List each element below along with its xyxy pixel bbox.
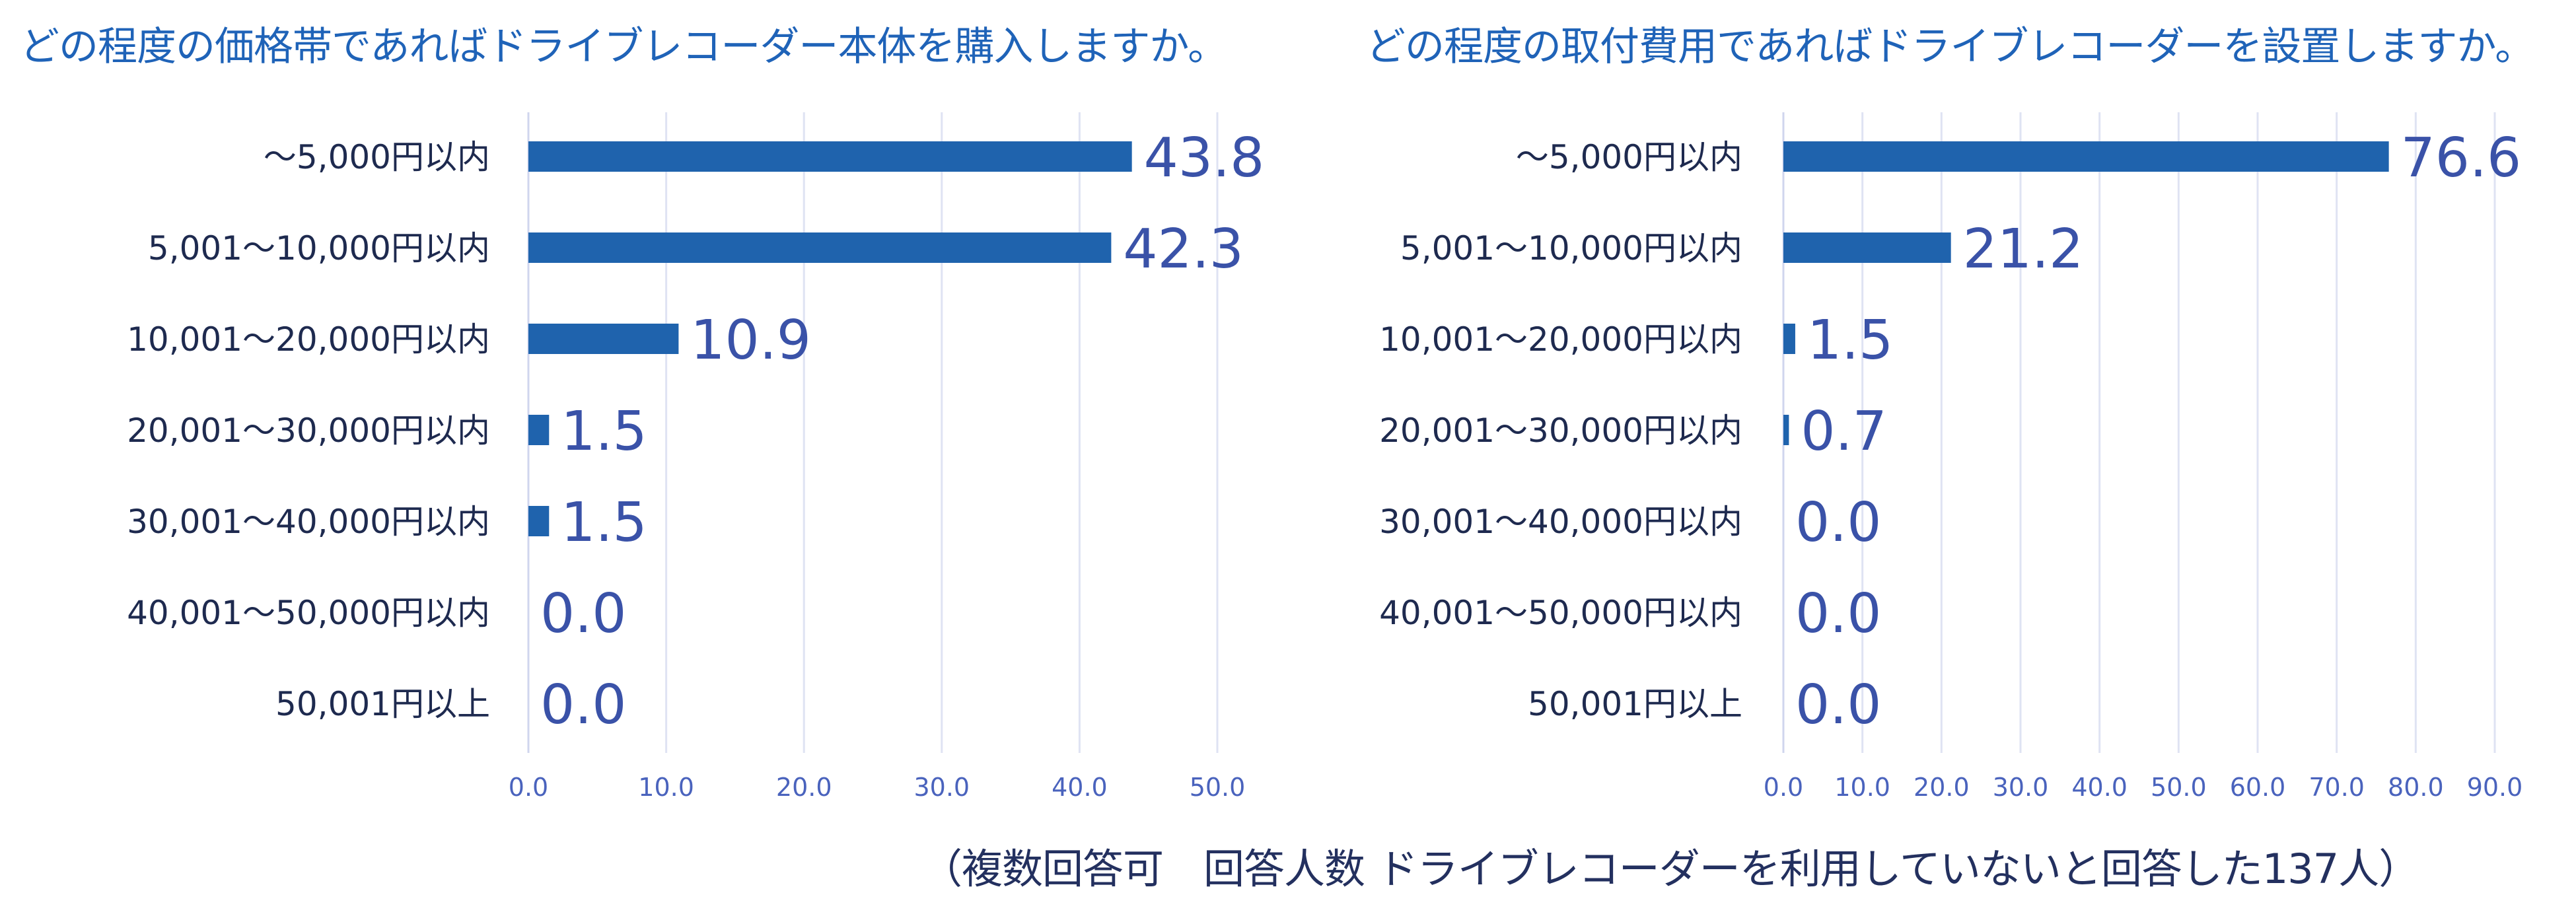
category-label: 30,001～40,000円以内 [127, 503, 490, 541]
x-tick-label: 20.0 [776, 773, 832, 802]
value-label: 0.0 [540, 674, 626, 736]
x-tick-label: 80.0 [2388, 773, 2444, 802]
bar [528, 506, 550, 536]
x-tick-label: 20.0 [1914, 773, 1970, 802]
x-tick-label: 50.0 [2151, 773, 2207, 802]
value-label: 0.0 [1795, 583, 1881, 645]
x-tick-label: 30.0 [1993, 773, 2049, 802]
chart-title-right: どの程度の取付費用であればドライブレコーダーを設置しますか。 [1366, 24, 2534, 70]
category-label: 10,001～20,000円以内 [1379, 320, 1742, 359]
x-tick-label: 50.0 [1190, 773, 1246, 802]
value-label: 1.5 [561, 400, 647, 463]
value-label: 76.6 [2401, 127, 2522, 190]
value-label: 0.0 [1795, 674, 1881, 736]
category-label: 40,001～50,000円以内 [127, 594, 490, 632]
x-tick-label: 90.0 [2467, 773, 2523, 802]
value-label: 0.0 [1795, 491, 1881, 554]
x-tick-label: 0.0 [509, 773, 548, 802]
x-tick-label: 40.0 [1052, 773, 1108, 802]
chart-title-left: どの程度の価格帯であればドライブレコーダー本体を購入しますか。 [20, 24, 1227, 70]
x-tick-label: 70.0 [2308, 773, 2365, 802]
category-label: 20,001～30,000円以内 [127, 411, 490, 450]
value-label: 21.2 [1963, 218, 2084, 281]
category-label: 50,001円以上 [1528, 685, 1742, 723]
bar [528, 232, 1112, 263]
x-tick-label: 30.0 [913, 773, 970, 802]
value-label: 0.0 [540, 583, 626, 645]
category-label: 30,001～40,000円以内 [1379, 503, 1742, 541]
value-label: 0.7 [1801, 400, 1886, 463]
x-tick-label: 10.0 [638, 773, 694, 802]
bar [1783, 141, 2389, 172]
footnote: （複数回答可 回答人数 ドライブレコーダーを利用していないと回答した137人） [921, 845, 2419, 893]
value-label: 42.3 [1123, 218, 1244, 281]
category-label: ～5,000円以内 [1516, 138, 1742, 176]
category-label: 10,001～20,000円以内 [127, 320, 490, 359]
value-label: 1.5 [561, 491, 647, 554]
bar [528, 415, 550, 445]
x-tick-label: 40.0 [2071, 773, 2128, 802]
category-label: ～5,000円以内 [264, 138, 490, 176]
value-label: 1.5 [1807, 309, 1893, 372]
x-tick-label: 10.0 [1834, 773, 1890, 802]
bar [1783, 324, 1795, 354]
value-label: 43.8 [1144, 127, 1265, 190]
bar [528, 141, 1132, 172]
bar [1783, 415, 1789, 445]
x-tick-label: 0.0 [1764, 773, 1803, 802]
value-label: 10.9 [690, 309, 811, 372]
bar [528, 324, 679, 354]
category-label: 20,001～30,000円以内 [1379, 411, 1742, 450]
category-label: 5,001～10,000円以内 [1400, 229, 1742, 267]
x-tick-label: 60.0 [2230, 773, 2286, 802]
category-label: 5,001～10,000円以内 [148, 229, 490, 267]
category-label: 50,001円以上 [275, 685, 490, 723]
bar [1783, 232, 1951, 263]
category-label: 40,001～50,000円以内 [1379, 594, 1742, 632]
